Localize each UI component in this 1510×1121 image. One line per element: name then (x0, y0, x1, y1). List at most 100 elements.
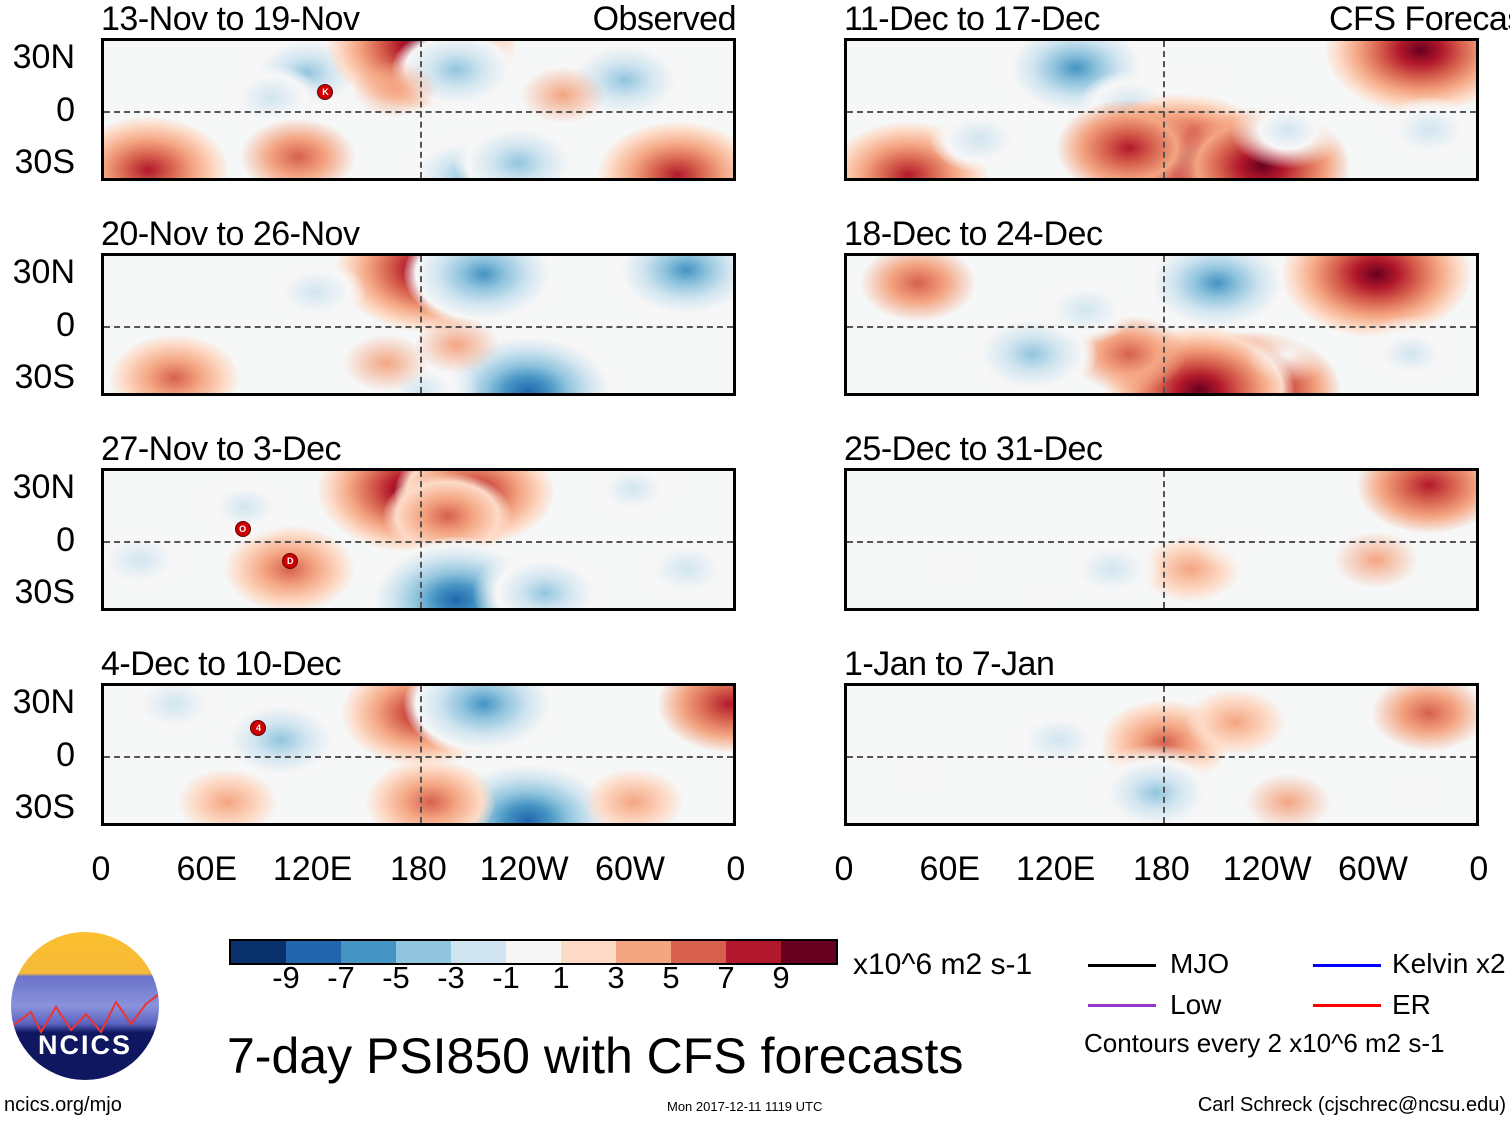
negative-anomaly (636, 536, 733, 603)
colorbar-swatch (671, 941, 726, 963)
colorbar-swatch (286, 941, 341, 963)
x-tick-label: 180 (390, 850, 447, 888)
colorbar (229, 939, 838, 965)
negative-anomaly (1245, 326, 1330, 383)
equator-line (104, 326, 733, 328)
x-tick-label: 0 (91, 850, 111, 888)
panel-title: 4-Dec to 10-Dec (101, 645, 342, 683)
positive-anomaly (583, 769, 683, 823)
positive-anomaly (597, 122, 733, 178)
positive-anomaly (520, 66, 605, 123)
colorbar-label: 5 (662, 960, 680, 995)
dateline (420, 471, 422, 608)
negative-anomaly (1379, 97, 1476, 164)
positive-anomaly (1185, 688, 1285, 755)
colorbar-swatch (616, 941, 671, 963)
panel-title: 11-Dec to 17-Dec (844, 0, 1100, 38)
negative-anomaly (1035, 276, 1135, 343)
colorbar-label: 3 (607, 960, 625, 995)
negative-anomaly (910, 541, 995, 598)
x-tick-label: 180 (1133, 850, 1190, 888)
map-panel (844, 38, 1479, 181)
y-tick-label: 0 (56, 91, 75, 129)
positive-anomaly (860, 256, 975, 321)
x-tick-label: 60E (919, 850, 981, 888)
positive-anomaly (1245, 774, 1330, 823)
x-tick-label: 120E (1015, 850, 1096, 888)
y-tick-label: 30S (14, 573, 76, 611)
panel-title: 25-Dec to 31-Dec (844, 430, 1103, 468)
panel-label: Observed (592, 0, 737, 38)
equator-line (104, 541, 733, 543)
footer-timestamp: Mon 2017-12-11 1119 UTC (667, 1099, 823, 1114)
y-tick-label: 30N (12, 468, 75, 506)
negative-anomaly (599, 256, 733, 329)
contour-note: Contours every 2 x10^6 m2 s-1 (1084, 1028, 1445, 1058)
colorbar-label: -3 (437, 960, 465, 995)
colorbar-label: 9 (772, 960, 790, 995)
y-tick-label: 30S (14, 788, 76, 826)
x-tick-label: 0 (834, 850, 854, 888)
negative-anomaly (1009, 706, 1109, 773)
legend-er: ER (1392, 989, 1431, 1020)
map-panel (844, 253, 1479, 396)
panel-title: 1-Jan to 7-Jan (844, 645, 1055, 683)
positive-anomaly (365, 759, 495, 823)
low-line (1088, 1004, 1156, 1007)
negative-anomaly (929, 106, 1029, 173)
dateline (1163, 41, 1165, 178)
panel-title: 13-Nov to 19-Nov (101, 0, 360, 38)
colorbar-label: 1 (552, 960, 570, 995)
footer-author: Carl Schreck (cjschrec@ncsu.edu) (1197, 1094, 1506, 1116)
legend-kelvin: Kelvin x2 (1392, 948, 1506, 979)
colorbar-units: x10^6 m2 s-1 (853, 948, 1033, 981)
dateline (420, 686, 422, 823)
legend-mjo: MJO (1170, 948, 1230, 979)
negative-anomaly (266, 258, 366, 325)
panel-label: CFS Forecast (1329, 0, 1510, 38)
y-tick-label: 30N (12, 253, 75, 291)
x-tick-label: 0 (1469, 850, 1489, 888)
colorbar-label: 7 (717, 960, 735, 995)
map-panel (101, 253, 736, 396)
equator-line (104, 756, 733, 758)
dateline (1163, 686, 1165, 823)
x-tick-label: 60W (595, 850, 665, 888)
equator-line (847, 541, 1476, 543)
x-tick-label: 60E (176, 850, 238, 888)
y-tick-label: 0 (56, 306, 75, 344)
tropical-cyclone-icon: D (282, 553, 299, 570)
x-tick-label: 0 (726, 850, 746, 888)
logo-text: NCICS (37, 1030, 132, 1060)
figure-title: 7-day PSI850 with CFS forecasts (227, 1028, 964, 1084)
equator-line (847, 326, 1476, 328)
colorbar-swatch (341, 941, 396, 963)
positive-anomaly (353, 61, 438, 118)
positive-anomaly (177, 769, 277, 823)
map-panel: K (101, 38, 736, 181)
positive-anomaly (110, 334, 240, 393)
panel-title: 20-Nov to 26-Nov (101, 215, 360, 253)
map-panel (844, 683, 1479, 826)
colorbar-label: -1 (492, 960, 520, 995)
equator-line (847, 111, 1476, 113)
positive-anomaly (658, 686, 733, 752)
map-panel: 4 (101, 683, 736, 826)
negative-anomaly (1157, 48, 1242, 105)
colorbar-swatch (726, 941, 781, 963)
x-tick-label: 60W (1338, 850, 1408, 888)
dateline (420, 256, 422, 393)
y-tick-label: 30N (12, 38, 75, 76)
positive-anomaly (344, 335, 429, 392)
colorbar-label: -7 (327, 960, 355, 995)
tropical-cyclone-icon: 4 (250, 720, 267, 737)
map-panel (844, 468, 1479, 611)
positive-anomaly (1057, 100, 1202, 178)
tropical-cyclone-icon: O (234, 521, 251, 538)
colorbar-swatch (561, 941, 616, 963)
negative-anomaly (1354, 316, 1469, 393)
footer-url[interactable]: ncics.org/mjo (4, 1094, 122, 1116)
y-tick-label: 0 (56, 521, 75, 559)
y-tick-label: 30S (14, 358, 76, 396)
